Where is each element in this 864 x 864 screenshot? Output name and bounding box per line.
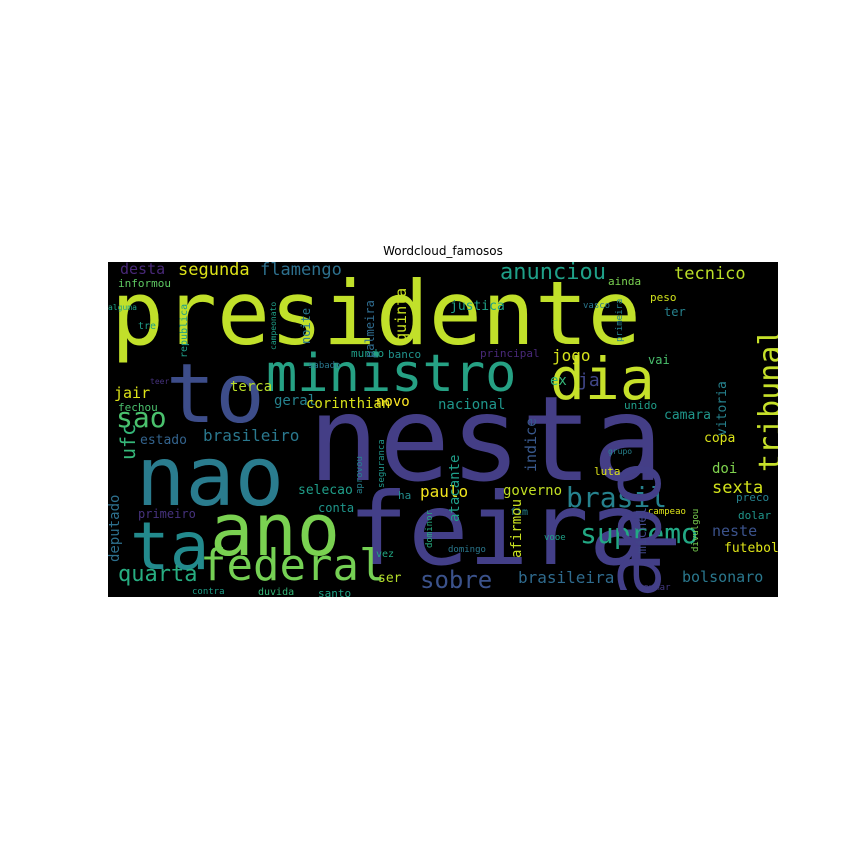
word-geral: geral	[274, 393, 317, 409]
word-seguranca: seguranca	[377, 439, 387, 488]
word-segunda: segunda	[178, 262, 250, 280]
word-desta: desta	[120, 262, 166, 278]
word-apo: apo	[589, 460, 678, 597]
word-afirmou: afirmou	[509, 498, 525, 558]
word-anunciou: anunciou	[500, 262, 606, 285]
word-tribunal: tribunal	[753, 327, 778, 473]
word-dolar: dolar	[738, 509, 772, 522]
word-quarta: quarta	[118, 562, 198, 587]
word-dominor: dominor	[425, 510, 435, 548]
word-camara: camara	[664, 408, 711, 423]
word-doi: doi	[712, 461, 738, 477]
word-indice: indice	[522, 417, 540, 472]
word-neste: neste	[712, 522, 758, 540]
word-sexta: sexta	[712, 478, 764, 498]
word-domingo: domingo	[448, 545, 486, 555]
word-ser: ser	[378, 571, 402, 586]
figure-title: Wordcloud_famosos	[383, 244, 503, 258]
word-tre: tre	[138, 321, 157, 332]
word-ufc: ufc	[116, 423, 140, 460]
word-mundo: mundo	[351, 347, 385, 360]
word-jogo: jogo	[552, 346, 591, 365]
word-corinthian: corinthian	[306, 396, 391, 412]
word-jair: jair	[114, 384, 151, 402]
word-vasco: vasco	[583, 301, 611, 311]
word-nacional: nacional	[438, 397, 506, 413]
word-fim: fim	[510, 507, 529, 518]
word-contra: contra	[192, 587, 225, 597]
word-bolsonaro: bolsonaro	[682, 568, 764, 586]
word-feira: feira	[348, 471, 650, 588]
word-copa: copa	[704, 431, 736, 446]
word-ministro: ministro	[266, 344, 517, 404]
word-selecao: selecao	[298, 483, 353, 498]
word-presidente: presidente	[111, 262, 641, 365]
word-fechou: fechou	[118, 401, 158, 414]
word-nao: nao	[136, 430, 285, 525]
word-nesta: nesta	[308, 370, 664, 508]
word-informou: informou	[118, 277, 171, 290]
word-futebol: futebol	[724, 541, 778, 556]
word-conta: conta	[318, 501, 355, 515]
word-supremo: supremo	[580, 517, 699, 550]
word-vai: vai	[648, 353, 670, 367]
word-ter: ter	[664, 305, 686, 319]
word-republica: republica	[179, 303, 190, 358]
word-sobre: sobre	[420, 566, 493, 594]
word-primeiro: primeiro	[138, 507, 196, 521]
word-sabado: sabado	[308, 361, 341, 371]
word-vitoria: vitoria	[715, 381, 730, 436]
word-preco: preco	[736, 491, 770, 504]
word-grupo: grupo	[608, 447, 633, 456]
word-vez: vez	[376, 549, 395, 560]
word-quinta: quinta	[392, 287, 410, 342]
word-unido: unido	[624, 399, 658, 412]
word-terca: terca	[230, 379, 273, 395]
word-banco: banco	[388, 348, 422, 361]
word-deputado: deputado	[108, 494, 123, 562]
word-santo: santo	[318, 587, 352, 597]
word-aprovou: aprovou	[355, 456, 365, 494]
word-cloud: presidente nesta nao feira ano ta to ministro di…	[108, 262, 778, 597]
word-ta: ta	[130, 508, 210, 585]
word-peso: peso	[650, 291, 677, 304]
word-principal: principal	[480, 347, 540, 360]
word-atacante: atacante	[447, 454, 463, 522]
word-tecnico: tecnico	[674, 264, 746, 284]
word-vooe: vooe	[544, 533, 566, 543]
word-michel: michel	[635, 507, 650, 554]
word-estado: estado	[140, 433, 187, 448]
word-ex: ex	[550, 373, 567, 389]
word-neymar: neymar	[638, 583, 671, 593]
word-federal: federal	[200, 540, 386, 591]
word-flamengo: flamengo	[260, 262, 342, 280]
word-campeonato: campeonato	[269, 301, 278, 350]
word-duvida: duvida	[258, 587, 295, 598]
word-ano: ano	[210, 488, 341, 572]
word-justica: justica	[450, 299, 505, 314]
word-teer: teer	[150, 377, 170, 386]
word-sao: sao	[116, 401, 167, 434]
word-brasileiro: brasileiro	[203, 426, 300, 445]
word-ainda: ainda	[608, 275, 642, 288]
word-luta: luta	[594, 465, 621, 478]
word-brasil: brasil	[566, 481, 668, 514]
word-dia: dia	[550, 345, 655, 413]
word-to: to	[166, 347, 265, 442]
word-governo: governo	[503, 483, 563, 499]
word-primeira: primeira	[615, 298, 625, 342]
word-alguma: alguma	[108, 303, 137, 312]
word-novo: novo	[376, 394, 410, 410]
word-divulgou: divulgou	[691, 508, 701, 552]
word-ja: ja	[578, 370, 600, 391]
word-paulo: paulo	[420, 482, 469, 501]
word-ha: ha	[398, 489, 412, 502]
word-noite: noite	[299, 307, 313, 344]
word-campeao: campeao	[648, 507, 686, 517]
word-brasileira: brasileira	[518, 568, 615, 587]
word-palmeira: palmeira	[363, 300, 377, 358]
